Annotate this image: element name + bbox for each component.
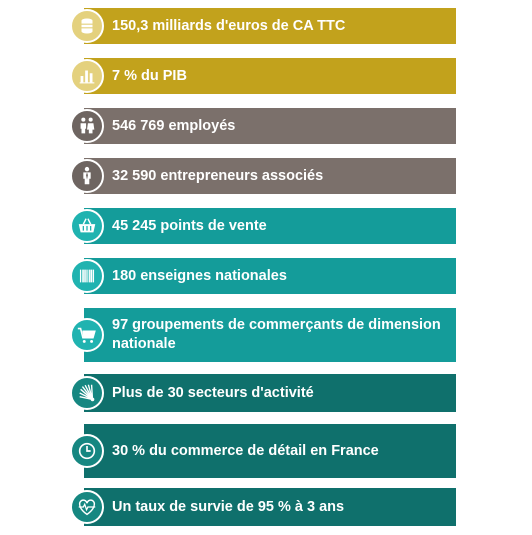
stat-text: 180 enseignes nationales [112,267,287,284]
stat-row-retail-share: 30 % du commerce de détail en France [70,424,456,478]
stat-bar: 546 769 employés [84,108,456,144]
stat-text: 97 groupements de commerçants de dimensi… [112,317,441,352]
stat-bar: Un taux de survie de 95 % à 3 ans [84,488,456,526]
cart-icon [70,318,104,352]
stat-text: 150,3 milliards d'euros de CA TTC [112,17,346,34]
heartbeat-icon [70,490,104,524]
stat-text: 45 245 points de vente [112,217,267,234]
stat-text: 32 590 entrepreneurs associés [112,167,324,184]
stat-row-entrepreneurs: 32 590 entrepreneurs associés [70,158,456,194]
basket-icon [70,209,104,243]
clock-icon [70,434,104,468]
stat-bar: 45 245 points de vente [84,208,456,244]
businessman-icon [70,159,104,193]
stat-text: 7 % du PIB [112,67,187,84]
people-icon [70,109,104,143]
stat-bar: 180 enseignes nationales [84,258,456,294]
stat-bar: 30 % du commerce de détail en France [84,424,456,478]
barcode-icon [70,259,104,293]
stat-text: Un taux de survie de 95 % à 3 ans [112,498,345,515]
coins-icon [70,9,104,43]
stat-row-employees: 546 769 employés [70,108,456,144]
stat-row-groups: 97 groupements de commerçants de dimensi… [70,308,456,362]
stat-bar: 97 groupements de commerçants de dimensi… [84,308,456,362]
stat-row-sectors: Plus de 30 secteurs d'activité [70,374,456,412]
fan-icon [70,376,104,410]
stat-row-stores: 45 245 points de vente [70,208,456,244]
stat-bar: Plus de 30 secteurs d'activité [84,374,456,412]
stat-text: 546 769 employés [112,117,236,134]
stat-row-survival: Un taux de survie de 95 % à 3 ans [70,488,456,526]
stat-text: 30 % du commerce de détail en France [112,442,379,459]
stat-bar: 150,3 milliards d'euros de CA TTC [84,8,456,44]
stat-bar: 32 590 entrepreneurs associés [84,158,456,194]
stat-row-gdp: 7 % du PIB [70,58,456,94]
stat-row-brands: 180 enseignes nationales [70,258,456,294]
bar-chart-icon [70,59,104,93]
stat-row-revenue: 150,3 milliards d'euros de CA TTC [70,8,456,44]
stat-bar: 7 % du PIB [84,58,456,94]
stat-text: Plus de 30 secteurs d'activité [112,384,314,401]
